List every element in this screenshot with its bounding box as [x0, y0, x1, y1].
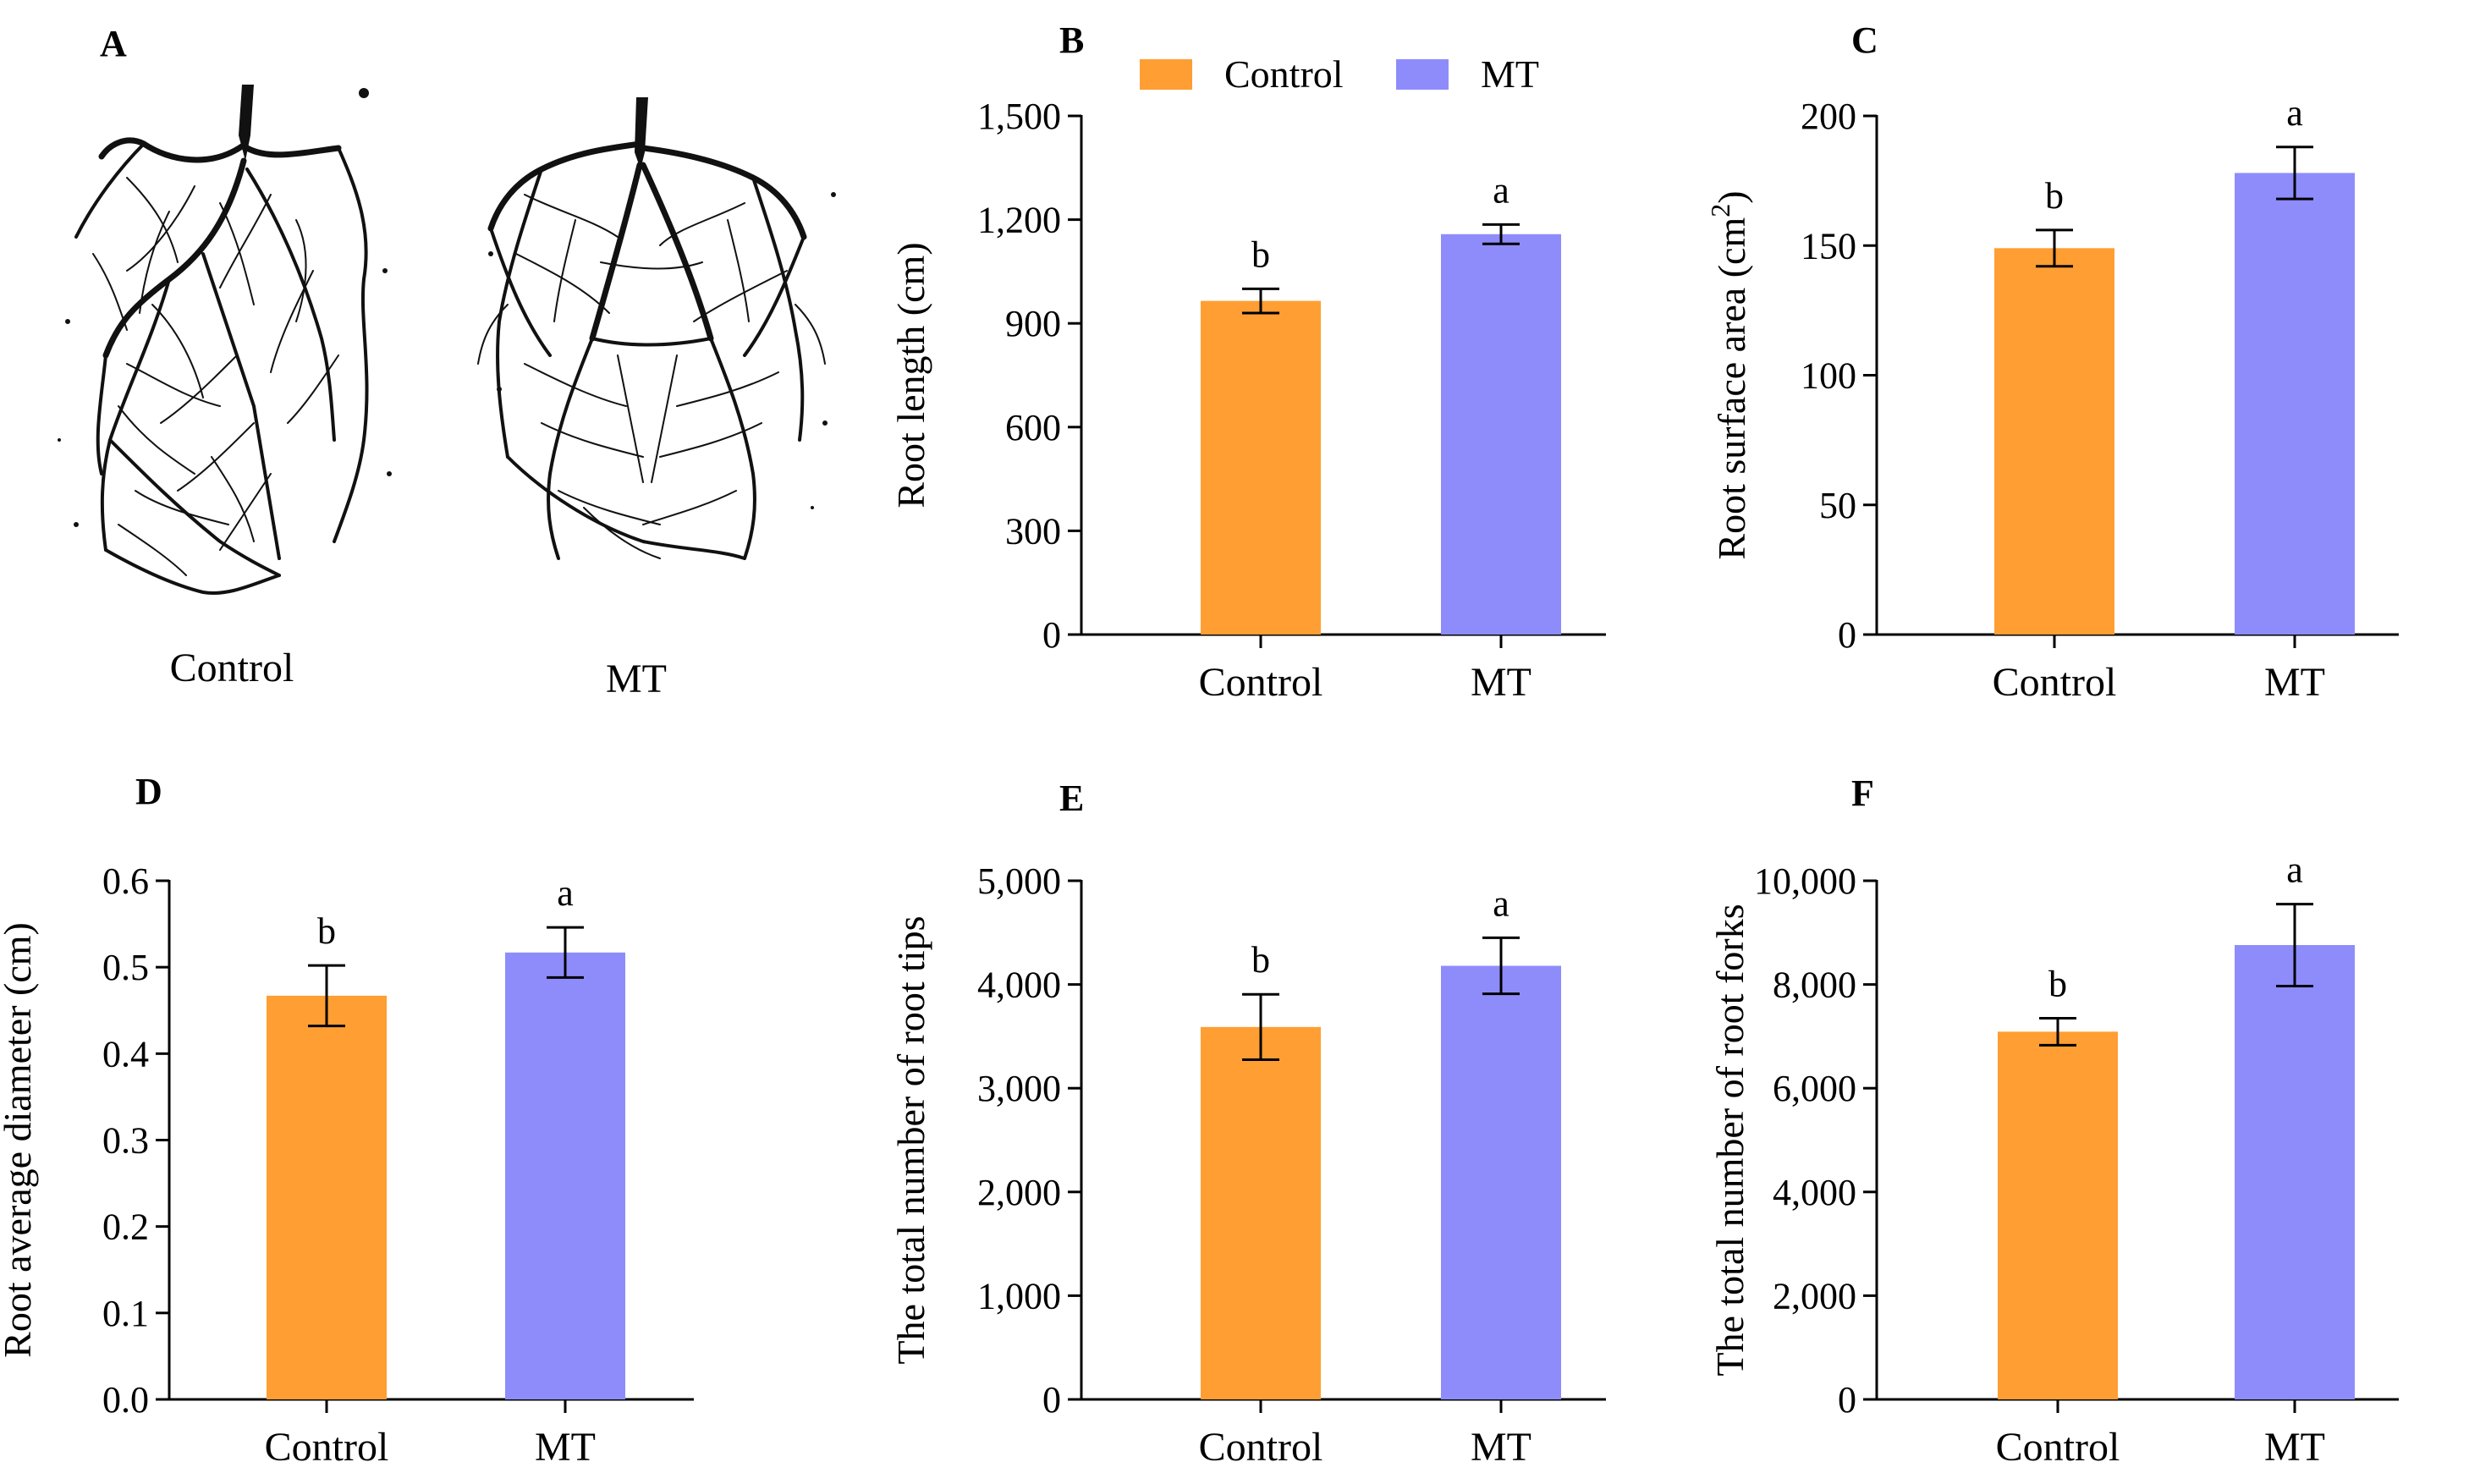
significance-letter: b — [2045, 175, 2064, 217]
y-tick-label: 10,000 — [1754, 860, 1856, 902]
y-tick-label: 0 — [1838, 614, 1856, 656]
bar-control — [1998, 1031, 2118, 1399]
y-tick-label: 4,000 — [977, 965, 1061, 1006]
x-category-label: MT — [535, 1425, 596, 1470]
bar-mt — [2235, 173, 2355, 635]
y-tick-label: 50 — [1819, 485, 1856, 526]
y-tick-label: 0 — [1042, 614, 1061, 656]
mt-root-scan-image — [477, 97, 836, 560]
y-tick-label: 1,200 — [977, 200, 1061, 241]
legend-label-control: Control — [1224, 52, 1344, 96]
x-category-label: MT — [1471, 1425, 1531, 1470]
y-tick-label: 0.6 — [102, 860, 149, 902]
panel-letter-d: D — [135, 771, 162, 812]
bar-control — [1201, 300, 1321, 635]
bar-mt — [1441, 234, 1561, 635]
x-category-label: Control — [1199, 660, 1323, 705]
x-category-label: Control — [1993, 660, 2117, 705]
y-tick-label: 900 — [1005, 303, 1061, 344]
bar-mt — [1441, 965, 1561, 1399]
significance-letter: a — [2286, 92, 2303, 134]
panel-d-chart: D 0.0 0.1 0.2 0.3 0.4 0.5 0.6 b Control a MT Root av… — [0, 771, 694, 1470]
legend-swatch-mt — [1396, 59, 1449, 90]
legend: Control MT — [1140, 52, 1539, 96]
bar-control — [267, 995, 387, 1399]
y-axis-title: The total number of root forks — [1708, 904, 1751, 1376]
y-tick-label: 150 — [1801, 225, 1856, 267]
panel-letter-e: E — [1059, 778, 1084, 819]
significance-letter: b — [1251, 234, 1270, 275]
y-tick-label: 0.5 — [102, 947, 149, 988]
bar-mt — [2235, 945, 2355, 1399]
y-tick-label: 4,000 — [1773, 1172, 1856, 1213]
y-tick-label: 100 — [1801, 355, 1856, 397]
panel-f-chart: F 0 2,000 4,000 6,000 8,000 10,000 b Control a MT T… — [1708, 772, 2399, 1470]
bar-control — [1994, 248, 2114, 635]
panel-letter-b: B — [1059, 19, 1084, 61]
panel-a-root-photos: A — [58, 23, 836, 701]
y-axis-title: Root surface area (cm2) — [1705, 190, 1753, 559]
significance-letter: b — [1251, 939, 1270, 981]
y-tick-label: 8,000 — [1773, 965, 1856, 1006]
significance-letter: a — [1493, 169, 1509, 211]
y-tick-label: 0.0 — [102, 1379, 149, 1421]
y-tick-label: 0 — [1042, 1379, 1061, 1421]
y-tick-label: 0.3 — [102, 1120, 149, 1162]
panel-letter-f: F — [1851, 772, 1874, 814]
panel-b-chart: B 0 300 600 900 1,200 1,500 b Control a MT Root len… — [889, 19, 1606, 705]
x-category-label: MT — [2264, 660, 2325, 705]
legend-swatch-control — [1140, 59, 1192, 90]
y-tick-label: 2,000 — [1773, 1275, 1856, 1316]
panel-c-chart: C 0 50 100 150 200 b Control a MT Root surface are… — [1705, 19, 2399, 705]
significance-letter: a — [2286, 849, 2303, 891]
x-category-label: Control — [1996, 1425, 2120, 1470]
photo-label-mt: MT — [606, 657, 667, 701]
panel-e-chart: E 0 1,000 2,000 3,000 4,000 5,000 b Control a MT Th… — [889, 778, 1606, 1470]
y-tick-label: 5,000 — [977, 860, 1061, 902]
significance-letter: a — [557, 872, 574, 914]
significance-letter: b — [317, 910, 336, 952]
bar-mt — [505, 952, 625, 1399]
significance-letter: a — [1493, 882, 1509, 924]
bar-control — [1201, 1026, 1321, 1399]
y-tick-label: 0.1 — [102, 1293, 149, 1334]
y-axis-title: Root average diameter (cm) — [0, 922, 39, 1358]
x-category-label: Control — [1199, 1425, 1323, 1470]
panel-letter-c: C — [1851, 19, 1878, 61]
y-tick-label: 6,000 — [1773, 1068, 1856, 1109]
photo-label-control: Control — [170, 646, 294, 690]
bar-chart-panels: B 0 300 600 900 1,200 1,500 b Control a MT Root len… — [0, 19, 2399, 1470]
y-tick-label: 200 — [1801, 96, 1856, 137]
y-tick-label: 300 — [1005, 510, 1061, 552]
y-tick-label: 600 — [1005, 407, 1061, 448]
x-category-label: MT — [1471, 660, 1531, 705]
x-category-label: MT — [2264, 1425, 2325, 1470]
y-tick-label: 2,000 — [977, 1172, 1061, 1213]
y-tick-label: 1,000 — [977, 1275, 1061, 1316]
y-tick-label: 0.4 — [102, 1033, 149, 1075]
panel-letter-a: A — [100, 23, 127, 64]
legend-label-mt: MT — [1481, 52, 1539, 96]
y-tick-label: 0.2 — [102, 1206, 149, 1248]
y-tick-label: 1,500 — [977, 96, 1061, 137]
y-tick-label: 0 — [1838, 1379, 1856, 1421]
x-category-label: Control — [265, 1425, 389, 1470]
significance-letter: b — [2048, 963, 2067, 1004]
control-root-scan-image — [58, 85, 392, 595]
y-axis-title: The total number of root tips — [889, 915, 932, 1364]
y-axis-title: Root length (cm) — [889, 242, 932, 508]
y-tick-label: 3,000 — [977, 1068, 1061, 1109]
